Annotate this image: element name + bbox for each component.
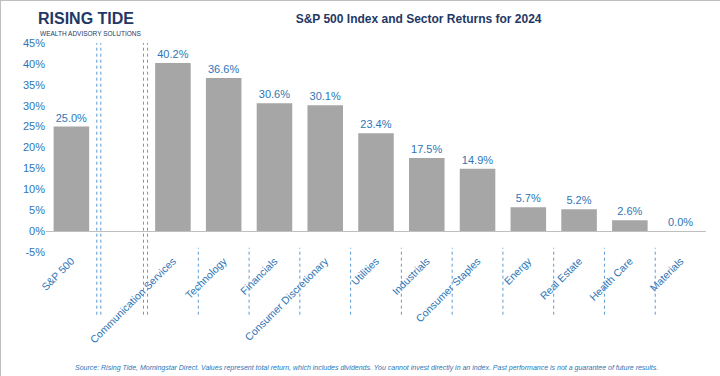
svg-text:S&P 500 Index and Sector Retur: S&P 500 Index and Sector Returns for 202… — [296, 12, 542, 26]
svg-text:Energy: Energy — [501, 254, 534, 287]
svg-text:30.1%: 30.1% — [310, 90, 341, 102]
svg-text:2.6%: 2.6% — [617, 205, 642, 217]
svg-text:14.9%: 14.9% — [462, 154, 493, 166]
svg-text:-5%: -5% — [25, 246, 45, 258]
svg-text:WEALTH ADVISORY SOLUTIONS: WEALTH ADVISORY SOLUTIONS — [40, 30, 141, 37]
svg-text:Consumer Discretionary: Consumer Discretionary — [242, 254, 331, 343]
svg-text:10%: 10% — [23, 183, 45, 195]
svg-text:RISING TIDE: RISING TIDE — [38, 10, 134, 27]
svg-text:40.2%: 40.2% — [157, 48, 188, 60]
svg-text:35%: 35% — [23, 79, 45, 91]
svg-text:Technology: Technology — [183, 254, 230, 301]
svg-text:Real Estate: Real Estate — [537, 255, 584, 302]
svg-text:5.2%: 5.2% — [566, 194, 591, 206]
svg-text:Financials: Financials — [238, 255, 280, 297]
svg-text:30.6%: 30.6% — [259, 88, 290, 100]
svg-text:45%: 45% — [23, 37, 45, 49]
svg-text:25.0%: 25.0% — [56, 112, 87, 124]
svg-text:S&P 500: S&P 500 — [39, 255, 77, 293]
svg-text:30%: 30% — [23, 100, 45, 112]
svg-text:23.4%: 23.4% — [360, 118, 391, 130]
svg-text:0.0%: 0.0% — [668, 216, 693, 228]
svg-text:40%: 40% — [23, 58, 45, 70]
svg-text:Materials: Materials — [647, 255, 686, 294]
svg-text:5%: 5% — [29, 204, 45, 216]
svg-text:Health Care: Health Care — [587, 255, 635, 303]
svg-text:20%: 20% — [23, 141, 45, 153]
svg-text:5.7%: 5.7% — [516, 192, 541, 204]
svg-text:Utilities: Utilities — [349, 255, 381, 287]
svg-text:Industrials: Industrials — [390, 255, 432, 297]
svg-text:15%: 15% — [23, 162, 45, 174]
svg-text:Source: Rising Tide, Morningst: Source: Rising Tide, Morningstar Direct.… — [75, 364, 658, 372]
svg-text:0%: 0% — [29, 225, 45, 237]
svg-text:Communication Services: Communication Services — [87, 255, 178, 346]
svg-text:17.5%: 17.5% — [411, 143, 442, 155]
svg-text:25%: 25% — [23, 120, 45, 132]
svg-text:Consumer Staples: Consumer Staples — [413, 255, 483, 325]
svg-text:36.6%: 36.6% — [208, 63, 239, 75]
